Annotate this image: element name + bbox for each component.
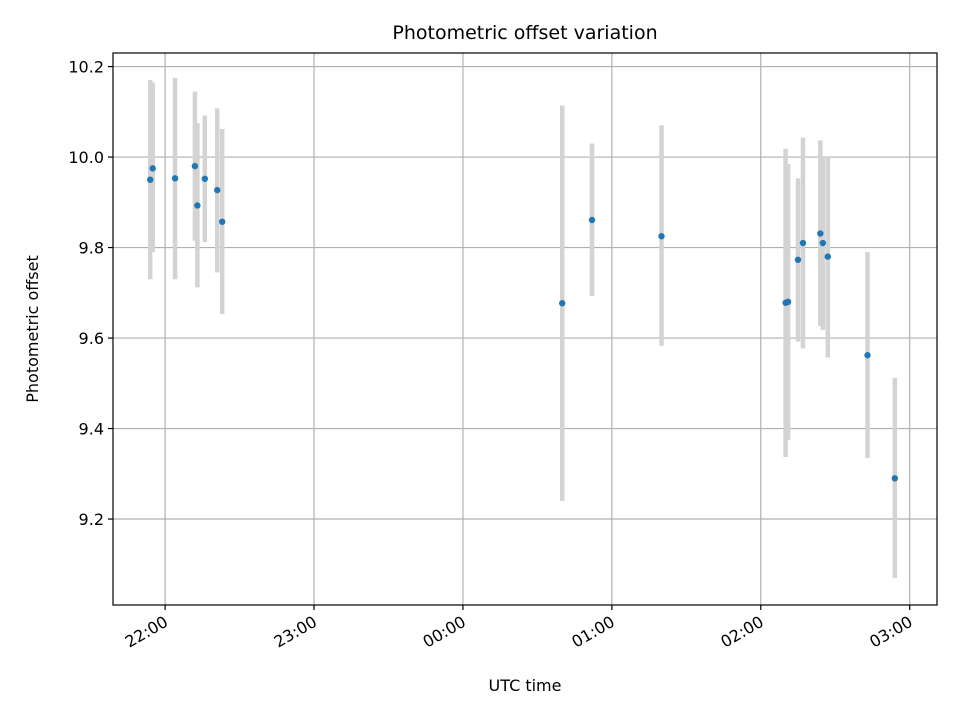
data-point <box>219 218 226 225</box>
data-point <box>799 239 807 247</box>
data-point <box>214 186 221 194</box>
data-point <box>819 239 827 247</box>
data-point <box>891 475 899 482</box>
plot-area <box>113 53 937 605</box>
y-tick-label: 10.2 <box>68 58 104 77</box>
y-tick-label: 9.2 <box>79 510 104 529</box>
data-point <box>149 165 156 172</box>
y-tick-label: 10.0 <box>68 148 104 167</box>
y-axis-title: Photometric offset <box>23 255 42 403</box>
data-point <box>658 233 665 240</box>
y-tick-label: 9.8 <box>79 239 104 258</box>
data-points <box>147 162 899 482</box>
data-point <box>194 202 201 209</box>
data-point <box>171 175 179 182</box>
data-point <box>588 216 596 224</box>
chart-title: Photometric offset variation <box>392 22 657 44</box>
plot-frame <box>112 52 938 606</box>
data-point <box>864 352 871 359</box>
y-tick-label: 9.6 <box>79 329 104 348</box>
data-point <box>559 300 566 307</box>
data-point <box>191 162 199 170</box>
data-point <box>824 253 831 260</box>
data-point <box>817 230 824 237</box>
data-point <box>784 298 792 306</box>
data-point <box>201 175 209 182</box>
data-point <box>794 256 802 263</box>
y-tick-label: 9.4 <box>79 420 104 439</box>
x-axis-title: UTC time <box>489 676 562 695</box>
data-point <box>147 176 154 183</box>
